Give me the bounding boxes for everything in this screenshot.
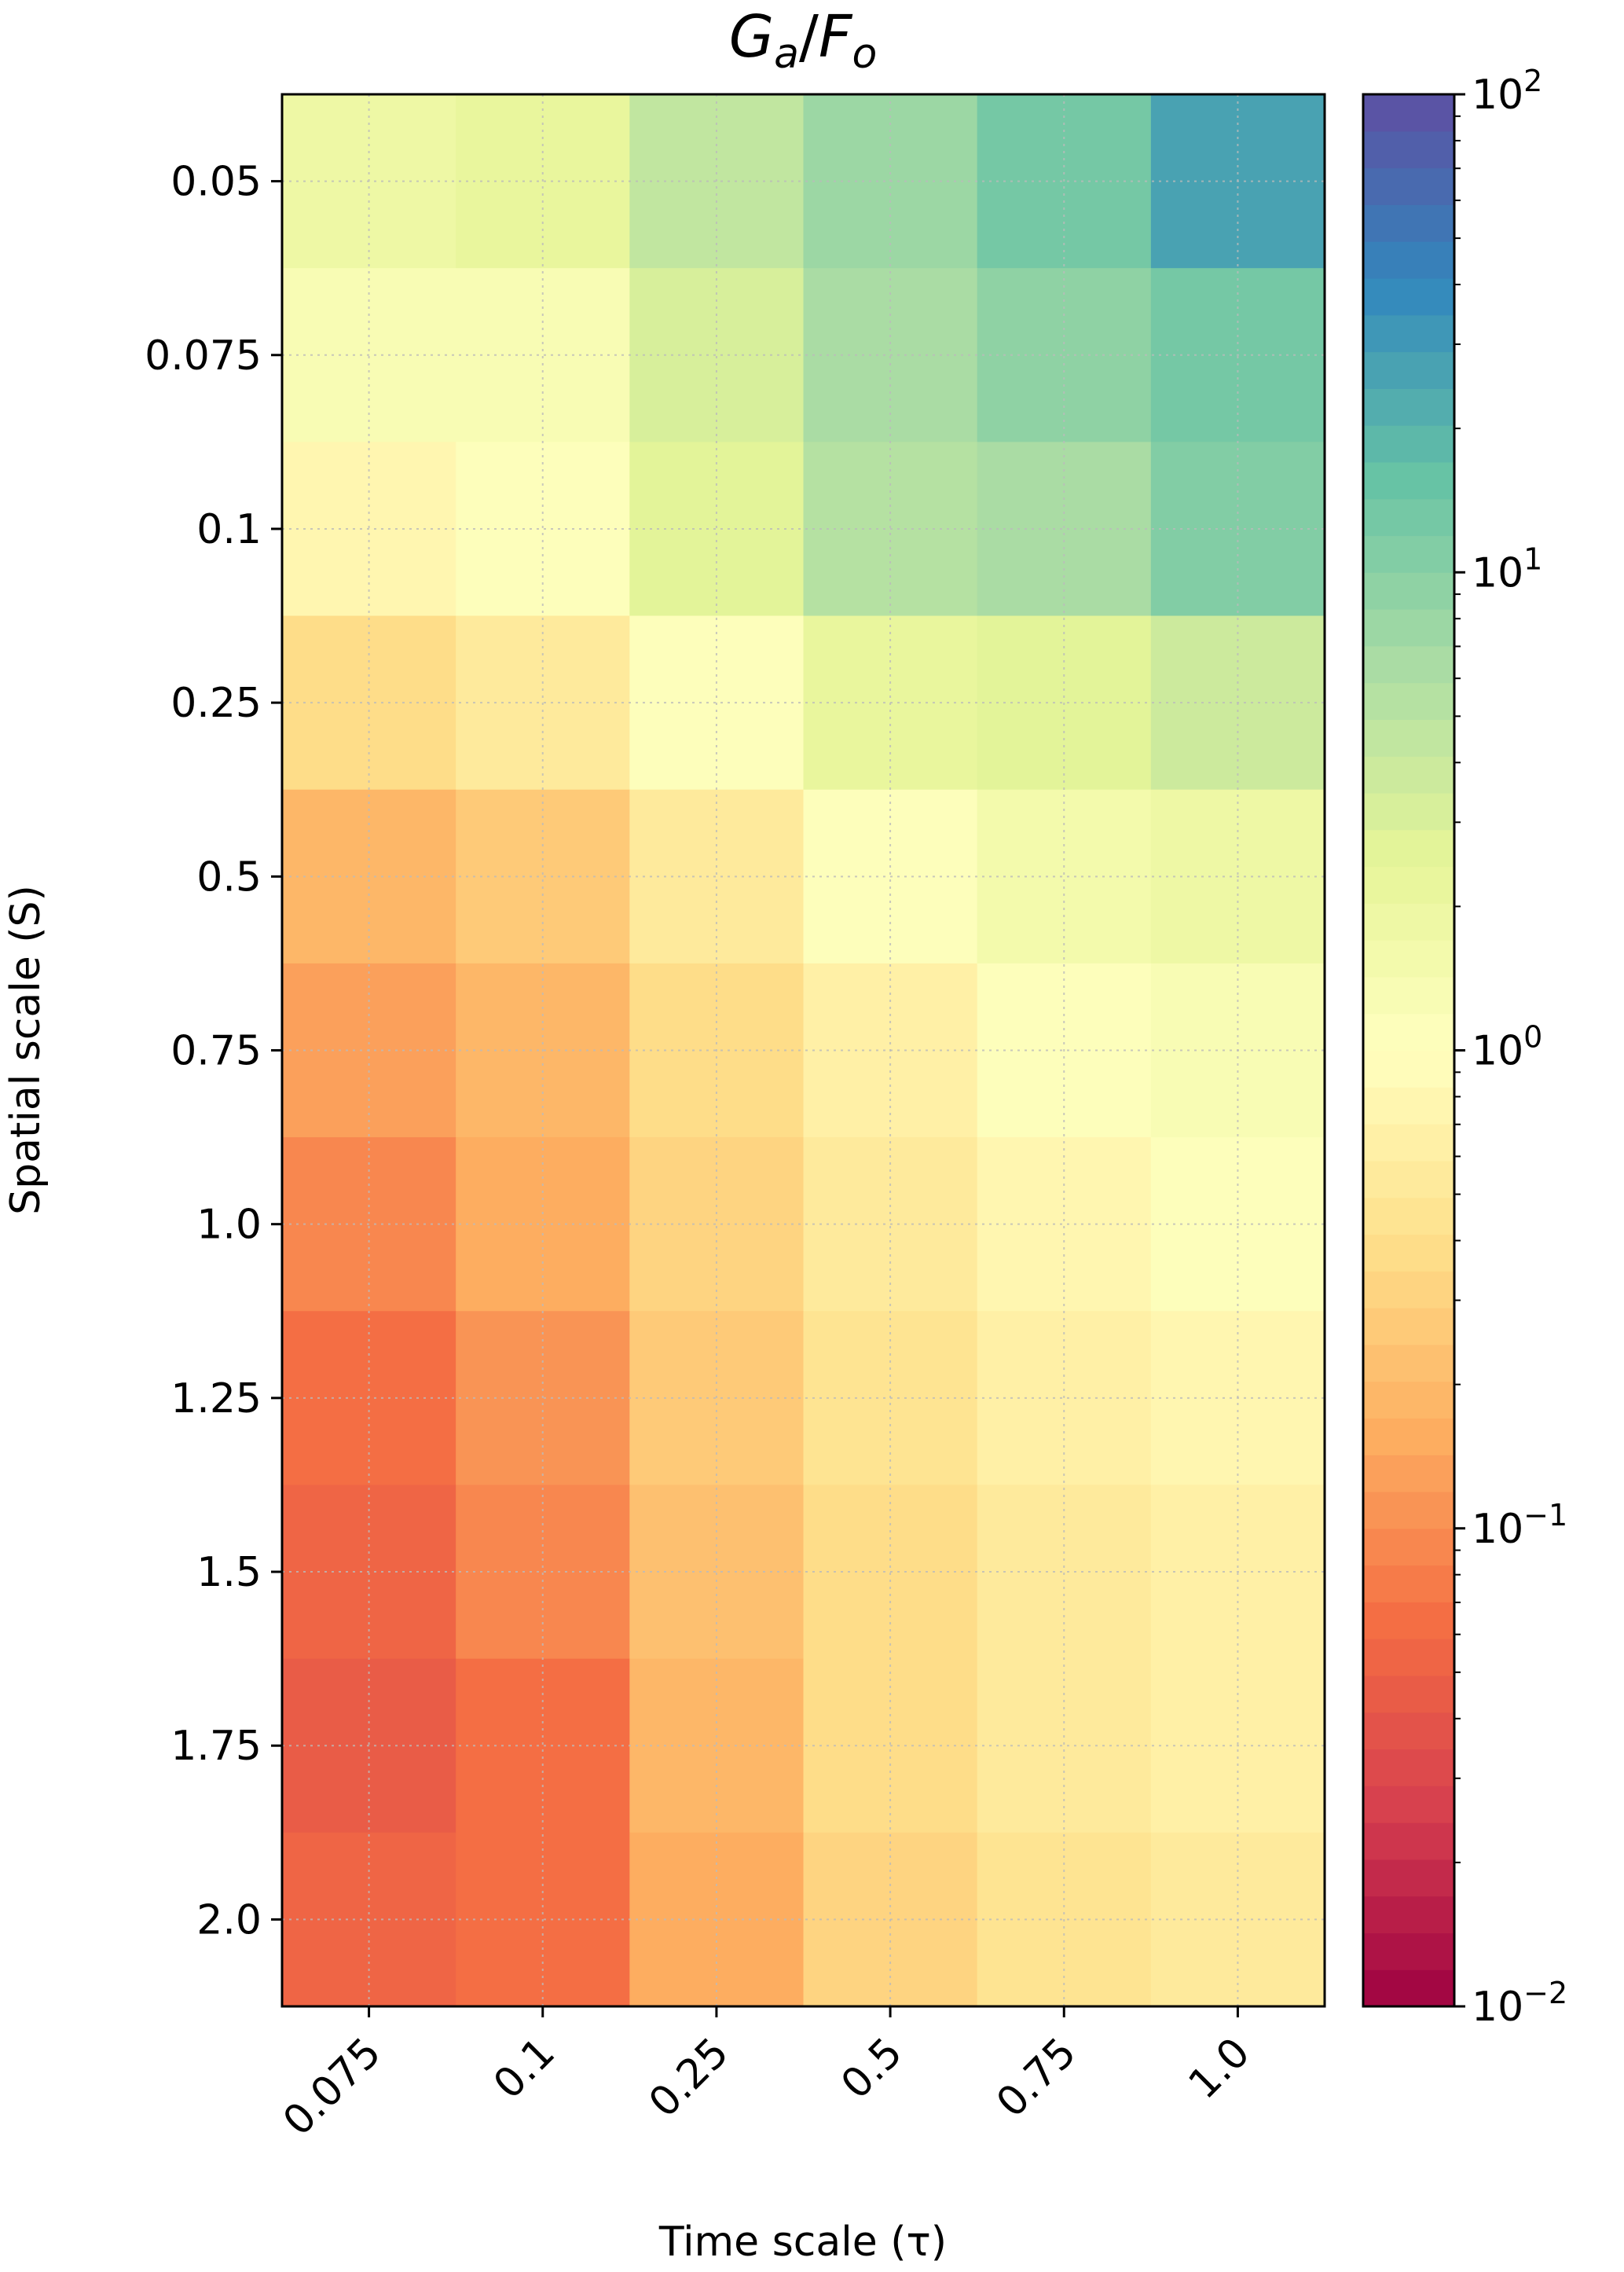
colorbar-band <box>1363 1749 1454 1786</box>
colorbar-band <box>1363 1528 1454 1566</box>
colorbar-band <box>1363 498 1454 537</box>
colorbar-tick-exponent: 1 <box>1523 541 1542 576</box>
colorbar-band <box>1363 1932 1454 1970</box>
y-tick-label: 0.075 <box>145 332 262 380</box>
colorbar-tick-base: 10 <box>1472 72 1523 119</box>
colorbar-band <box>1363 277 1454 316</box>
colorbar-tick-base: 10 <box>1472 1984 1523 2031</box>
colorbar-tick-base: 10 <box>1472 1028 1523 1075</box>
y-tick-label: 0.25 <box>170 680 262 727</box>
colorbar-band <box>1363 976 1454 1015</box>
colorbar-band <box>1363 829 1454 868</box>
title-part: F <box>819 3 853 71</box>
colorbar-band <box>1363 903 1454 941</box>
colorbar-band <box>1363 866 1454 904</box>
colorbar-band <box>1363 1602 1454 1639</box>
colorbar-band <box>1363 1234 1454 1272</box>
colorbar-band <box>1363 1124 1454 1162</box>
x-tick-label: 0.25 <box>640 2029 738 2127</box>
y-tick-label: 1.0 <box>196 1202 262 1249</box>
y-tick-label: 2.0 <box>196 1896 262 1943</box>
x-tick-label: 0.1 <box>485 2029 564 2109</box>
colorbar-tick-exponent: −2 <box>1523 1976 1567 2010</box>
colorbar-band <box>1363 1308 1454 1345</box>
colorbar-band <box>1363 130 1454 169</box>
colorbar-band <box>1363 1381 1454 1419</box>
colorbar-band <box>1363 682 1454 721</box>
colorbar-band <box>1363 1859 1454 1897</box>
plot-frame <box>280 93 1326 2008</box>
colorbar-tick-exponent: 0 <box>1523 1020 1542 1055</box>
colorbar-band <box>1363 1969 1454 2007</box>
colorbar-band <box>1363 645 1454 684</box>
colorbar-band <box>1363 204 1454 242</box>
colorbar-tick-label: 101 <box>1472 541 1542 596</box>
colorbar-band <box>1363 535 1454 573</box>
y-axis-label: Spatial scale (S) <box>2 885 49 1215</box>
colorbar-tick-exponent: −1 <box>1523 1498 1567 1532</box>
colorbar-band <box>1363 351 1454 389</box>
y-tick-label: 1.25 <box>170 1375 262 1422</box>
heatmap-cell <box>977 789 1152 964</box>
colorbar-band <box>1363 1087 1454 1125</box>
heatmap-cell <box>977 1137 1152 1312</box>
colorbar-band <box>1363 719 1454 757</box>
colorbar-band <box>1363 1565 1454 1602</box>
y-tick-label: 1.75 <box>170 1723 262 1770</box>
colorbar-band <box>1363 1491 1454 1529</box>
colorbar-band <box>1363 94 1454 132</box>
colorbar-band <box>1363 388 1454 426</box>
colorbar-tick-label: 102 <box>1472 64 1542 119</box>
colorbar-band <box>1363 1160 1454 1198</box>
colorbar-band <box>1363 1822 1454 1860</box>
y-tick-label: 0.05 <box>170 159 262 206</box>
colorbar-band <box>1363 461 1454 500</box>
y-tick-label: 1.5 <box>196 1549 262 1596</box>
x-tick-label: 1.0 <box>1180 2029 1259 2109</box>
colorbar-band <box>1363 609 1454 647</box>
x-tick-label: 0.75 <box>988 2029 1085 2127</box>
chart-title: Ga/Fo <box>729 3 878 78</box>
title-part: / <box>799 3 819 71</box>
colorbar-band <box>1363 1197 1454 1235</box>
title-part: o <box>852 31 877 78</box>
x-tick-label: 0.5 <box>832 2029 911 2109</box>
x-tick-label: 0.075 <box>274 2029 390 2145</box>
colorbar-band <box>1363 756 1454 794</box>
colorbar-band <box>1363 572 1454 610</box>
y-tick-label: 0.75 <box>170 1028 262 1075</box>
y-tick-label: 0.5 <box>196 853 262 901</box>
colorbar-band <box>1363 1344 1454 1382</box>
colorbar-band <box>1363 241 1454 279</box>
x-axis-label: Time scale (τ) <box>658 2219 947 2266</box>
y-tick-label: 0.1 <box>196 506 262 553</box>
colorbar-band <box>1363 940 1454 978</box>
colorbar-band <box>1363 425 1454 463</box>
colorbar-band <box>1363 1712 1454 1750</box>
title-part: G <box>729 3 774 71</box>
colorbar-band <box>1363 1639 1454 1676</box>
colorbar-band <box>1363 1896 1454 1934</box>
colorbar-tick-label: 100 <box>1472 1020 1542 1075</box>
colorbar-band <box>1363 167 1454 205</box>
colorbar-band <box>1363 792 1454 831</box>
colorbar-tick-base: 10 <box>1472 1506 1523 1553</box>
colorbar-band <box>1363 1013 1454 1052</box>
colorbar-tick-label: 10−2 <box>1472 1976 1567 2031</box>
colorbar-band <box>1363 1675 1454 1713</box>
colorbar-tick-label: 10−1 <box>1472 1498 1567 1553</box>
colorbar-band <box>1363 1418 1454 1455</box>
colorbar-band <box>1363 1050 1454 1088</box>
colorbar-band <box>1363 1455 1454 1492</box>
title-part: a <box>774 31 799 78</box>
colorbar-band <box>1363 314 1454 353</box>
colorbar-band <box>1363 1786 1454 1823</box>
colorbar-tick-base: 10 <box>1472 549 1523 596</box>
colorbar-tick-exponent: 2 <box>1523 64 1542 98</box>
colorbar-band <box>1363 1271 1454 1309</box>
